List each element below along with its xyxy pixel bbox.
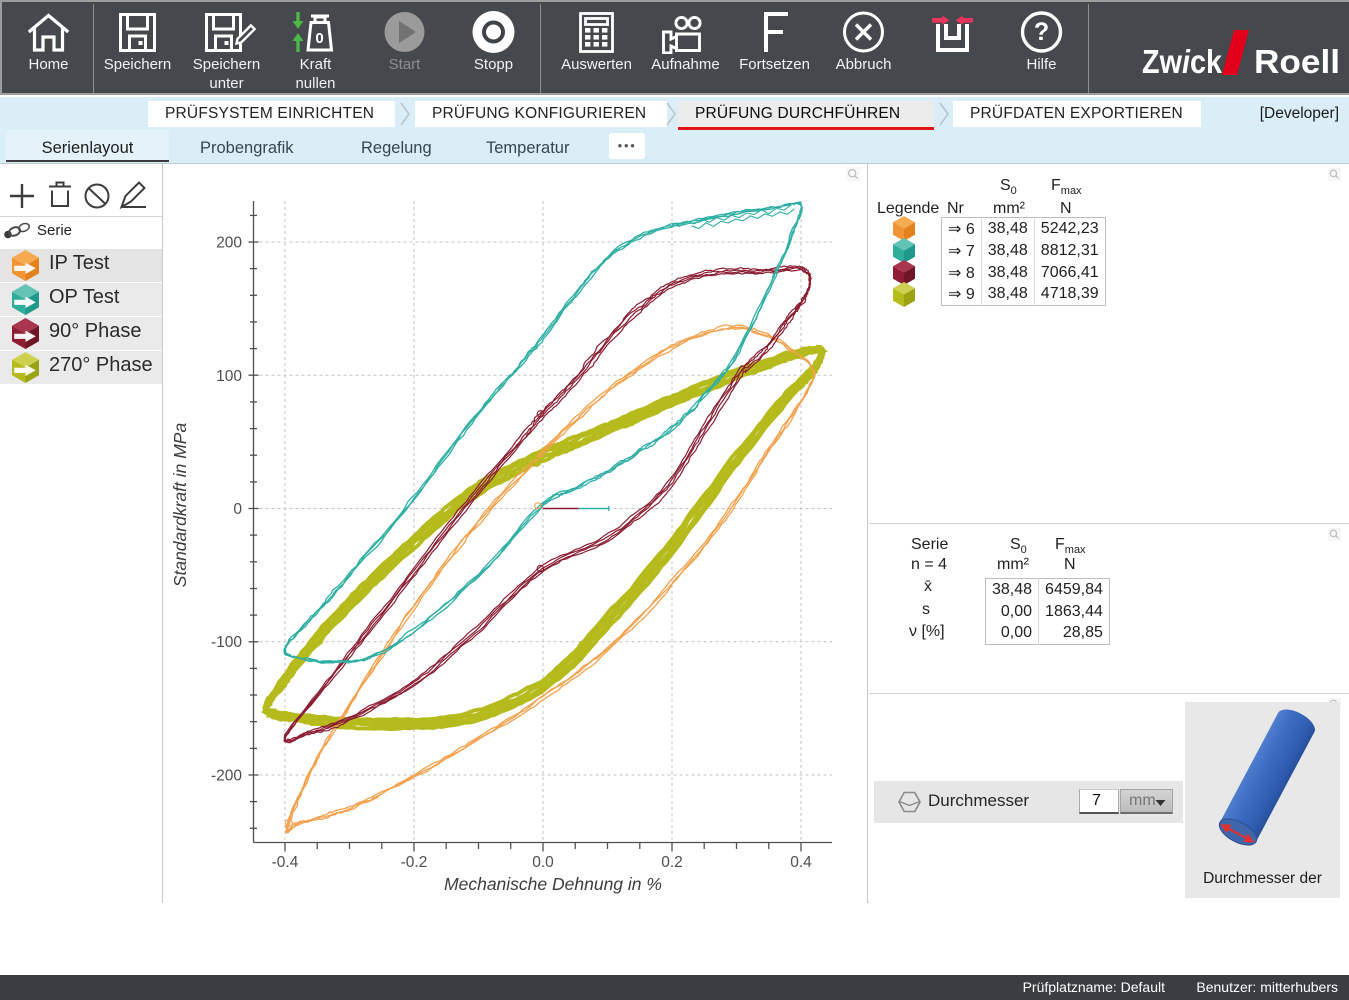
svg-text:-0.2: -0.2 xyxy=(401,854,428,871)
svg-text:Standardkraft in MPa: Standardkraft in MPa xyxy=(170,423,190,588)
svg-text:100: 100 xyxy=(216,368,242,385)
svg-text:0: 0 xyxy=(233,501,242,518)
svg-text:-200: -200 xyxy=(211,768,242,785)
svg-text:Mechanische Dehnung in %: Mechanische Dehnung in % xyxy=(444,874,662,894)
svg-text:-100: -100 xyxy=(211,634,242,651)
svg-text:0.0: 0.0 xyxy=(532,854,554,871)
svg-text:-0.4: -0.4 xyxy=(272,854,299,871)
svg-text:200: 200 xyxy=(216,235,242,252)
svg-text:0.2: 0.2 xyxy=(661,854,683,871)
svg-text:0.4: 0.4 xyxy=(790,854,812,871)
svg-text:?: ? xyxy=(1034,18,1049,46)
svg-text:Zwick: Zwick xyxy=(1142,43,1223,80)
svg-text:0: 0 xyxy=(315,30,323,47)
svg-text:Roell: Roell xyxy=(1254,43,1340,80)
